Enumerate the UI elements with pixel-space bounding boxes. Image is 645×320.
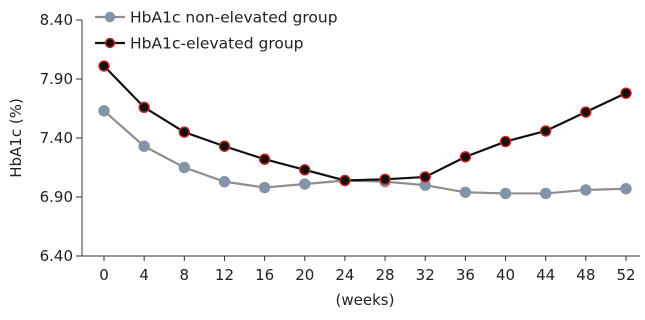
data-point <box>499 187 512 200</box>
legend: HbA1c non-elevated group HbA1c-elevated g… <box>95 9 338 53</box>
legend-item: HbA1c non-elevated group <box>95 9 338 27</box>
data-point <box>580 106 592 118</box>
data-point <box>218 140 231 152</box>
x-tick-label: 12 <box>215 266 234 284</box>
legend-marker <box>104 37 116 49</box>
x-tick-label: 4 <box>139 266 149 284</box>
axes: 6.406.907.407.908.400 4 8 12 16 20 24 28 32 36 40 4… <box>40 11 640 284</box>
x-tick-label: 44 <box>536 266 555 284</box>
x-tick-label: 32 <box>416 266 435 284</box>
data-point <box>299 178 311 190</box>
data-point <box>580 184 592 196</box>
x-axis-title: (weeks) <box>336 291 395 309</box>
series <box>98 60 632 200</box>
x-tick-label: 20 <box>295 266 314 284</box>
x-tick-label: 0 <box>99 266 109 284</box>
data-point <box>299 164 311 176</box>
data-point <box>459 186 472 198</box>
series-line <box>103 65 627 182</box>
data-point <box>98 105 110 117</box>
y-tick-label: 8.40 <box>40 11 73 29</box>
data-point <box>419 171 431 183</box>
data-point <box>339 174 351 187</box>
x-tick-label: 36 <box>456 266 475 284</box>
y-tick-label: 7.40 <box>40 129 73 147</box>
data-point <box>620 87 632 99</box>
legend-marker <box>104 11 116 23</box>
data-point <box>178 126 191 138</box>
data-point <box>258 181 271 194</box>
x-tick-label: 28 <box>376 266 395 284</box>
x-tick-label: 40 <box>496 266 515 284</box>
data-point <box>138 101 150 114</box>
y-tick-label: 6.40 <box>40 247 73 265</box>
data-point <box>218 175 231 188</box>
data-point <box>98 60 110 72</box>
y-tick-label: 6.90 <box>40 188 73 206</box>
data-point <box>178 161 191 174</box>
data-point <box>539 187 552 200</box>
y-tick-label: 7.90 <box>40 70 73 88</box>
x-tick-label: 52 <box>616 266 635 284</box>
x-tick-label: 16 <box>255 266 274 284</box>
x-tick-label: 8 <box>180 266 190 284</box>
series-1 <box>98 105 632 200</box>
x-tick-label: 48 <box>576 266 595 284</box>
legend-item: HbA1c-elevated group <box>95 35 304 53</box>
data-point <box>138 140 150 152</box>
data-point <box>258 153 271 165</box>
y-axis-title: HbA1c (%) <box>7 98 25 178</box>
series-line <box>103 110 627 195</box>
data-point <box>539 125 552 137</box>
legend-label: HbA1c non-elevated group <box>130 9 338 27</box>
x-tick-label: 24 <box>335 266 354 284</box>
data-point <box>459 151 472 163</box>
data-point <box>379 173 391 186</box>
legend-label: HbA1c-elevated group <box>130 35 304 53</box>
data-point <box>499 135 512 148</box>
series-2 <box>98 60 632 187</box>
data-point <box>620 183 632 195</box>
